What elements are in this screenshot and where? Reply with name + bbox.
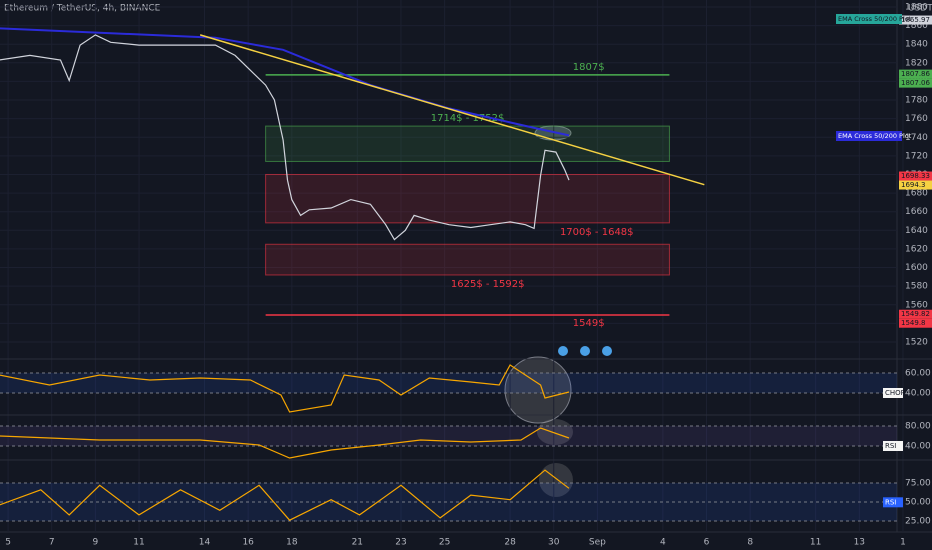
indicator-name-box [883, 497, 903, 508]
indicator-name-box [883, 388, 903, 398]
y-tick-label: 1880 [905, 2, 928, 12]
y-tick-label: 1520 [905, 337, 928, 347]
x-tick-label: 7 [49, 538, 55, 548]
x-tick-label: 6 [704, 538, 710, 548]
y-tick-label: 1860 [905, 21, 928, 31]
price-tag-label: 1549.82 [901, 310, 930, 318]
x-tick-label: 18 [286, 538, 298, 548]
price-tag-label: 1865.97 [901, 16, 930, 24]
price-tag [899, 78, 932, 88]
x-tick-label: 28 [504, 538, 516, 548]
x-tick-label: 25 [439, 538, 450, 548]
level-label: 1807$ [573, 62, 605, 73]
legend-box [836, 14, 902, 24]
price-tag [899, 309, 932, 319]
y-tick-label: 1640 [905, 226, 928, 236]
x-tick-label: 4 [660, 538, 666, 548]
event-icon[interactable] [558, 346, 568, 356]
indicator-band [0, 426, 897, 446]
y-tick-label: 1840 [905, 40, 928, 50]
series-line [0, 364, 570, 413]
y-tick-label: 1780 [905, 96, 928, 106]
trendline [199, 34, 705, 186]
zone-label: 1625$ - 1592$ [451, 279, 525, 290]
indicator-name: CHOP [885, 389, 905, 397]
series-line [0, 34, 570, 241]
y-tick-label: 1580 [905, 282, 928, 292]
y-tick-label: 60.00 [905, 369, 931, 379]
x-tick-label: 5 [5, 538, 11, 548]
y-tick-label: 1720 [905, 151, 928, 161]
y-tick-label: 25.00 [905, 516, 931, 526]
x-tick-label: 8 [747, 538, 753, 548]
y-tick-label: 40.00 [905, 389, 931, 399]
price-tag-label: 1694.3 [901, 181, 926, 189]
symbol-title: Ethereum / TetherUS, 4h, BINANCE [4, 4, 161, 14]
event-icon[interactable] [580, 346, 590, 356]
y-tick-label: 1620 [905, 244, 928, 254]
indicator-band [0, 482, 897, 521]
x-tick-label: Sep [589, 538, 606, 548]
y-tick-label: 40.00 [905, 442, 931, 452]
currency: USDT [908, 4, 932, 14]
indicator-name: RSI [885, 498, 896, 506]
price-tag-label: 1807.06 [901, 79, 930, 87]
y-tick-label: 1760 [905, 114, 928, 124]
price-tag [899, 15, 932, 25]
y-tick-label: 1560 [905, 300, 928, 310]
y-tick-label: 80.00 [905, 422, 931, 432]
x-tick-label: 23 [395, 538, 406, 548]
series-line [0, 427, 570, 459]
price-tag [899, 180, 932, 190]
series-label: EMA Cross 50/200 Plot [838, 132, 912, 140]
x-tick-label: 21 [352, 538, 363, 548]
zone [265, 173, 670, 224]
y-tick-label: 50.00 [905, 497, 931, 507]
y-tick-label: 75.00 [905, 478, 931, 488]
x-tick-label: 16 [242, 538, 254, 548]
x-tick-label: 14 [199, 538, 211, 548]
x-tick-label: 9 [93, 538, 99, 548]
x-tick-label: 30 [548, 538, 560, 548]
x-tick-label: 11 [810, 538, 821, 548]
event-icon[interactable] [602, 346, 612, 356]
indicator-name: RSI [885, 442, 896, 450]
legend-label: EMA Cross 50/200 Plot [838, 15, 912, 23]
price-tag [899, 318, 932, 328]
series-line [0, 469, 570, 521]
zone-label: 1700$ - 1648$ [560, 227, 634, 238]
price-tag-label: 1549.8 [901, 319, 926, 327]
y-tick-label: 1660 [905, 207, 928, 217]
price-tag [899, 69, 932, 79]
level-label: 1549$ [573, 318, 605, 329]
zone-label: 1714$ - 1752$ [431, 113, 505, 124]
indicator-name-box [883, 441, 903, 451]
y-tick-label: 1820 [905, 58, 928, 68]
x-tick-label: 11 [133, 538, 144, 548]
y-tick-label: 1600 [905, 263, 928, 273]
x-tick-label: 1 [900, 538, 906, 548]
price-tag [899, 171, 932, 181]
x-tick-label: 13 [854, 538, 865, 548]
indicator-band [0, 373, 897, 393]
price-tag-label: 1698.33 [901, 172, 930, 180]
price-tag-label: 1807.86 [901, 70, 930, 78]
zone [265, 125, 670, 162]
y-tick-label: 1680 [905, 189, 928, 199]
y-tick-label: 1740 [905, 133, 928, 143]
zone [265, 243, 670, 276]
series-label-box [836, 131, 902, 141]
